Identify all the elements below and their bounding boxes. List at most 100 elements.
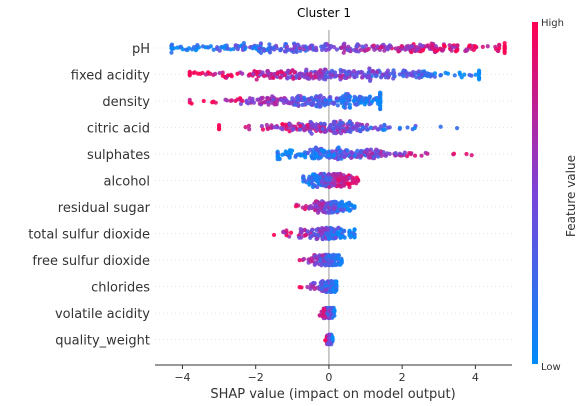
shap-point — [321, 153, 326, 158]
shap-point — [344, 125, 350, 130]
shap-point — [308, 234, 314, 239]
shap-point — [213, 71, 218, 76]
shap-point — [297, 258, 302, 263]
shap-point — [216, 126, 222, 132]
shap-point — [297, 127, 303, 132]
feature-gridlines — [155, 47, 512, 340]
shap-point — [298, 123, 303, 128]
shap-point — [347, 185, 352, 190]
shap-point — [354, 49, 359, 54]
shap-point — [412, 153, 418, 158]
shap-point — [342, 203, 347, 208]
shap-point — [327, 184, 332, 190]
colorbar-high-label: High — [541, 18, 564, 29]
shap-point — [502, 49, 507, 54]
shap-point — [338, 262, 343, 267]
shap-point — [300, 102, 305, 107]
shap-point — [368, 155, 373, 160]
shap-point — [317, 313, 322, 318]
shap-point — [183, 47, 189, 52]
shap-point — [291, 76, 296, 81]
shap-point — [369, 73, 374, 79]
shap-point — [328, 288, 333, 293]
shap-point — [330, 256, 335, 261]
shap-point — [278, 75, 283, 80]
shap-point — [293, 48, 298, 53]
shap-point — [278, 126, 283, 131]
shap-point — [438, 124, 443, 129]
shap-point — [396, 48, 402, 54]
x-tick-label: −2 — [248, 371, 264, 384]
shap-point — [327, 315, 332, 321]
shap-point — [323, 206, 328, 211]
shap-point — [272, 125, 277, 130]
shap-point — [323, 338, 328, 343]
shap-point — [419, 69, 424, 74]
shap-point — [420, 43, 425, 49]
shap-point — [418, 49, 423, 54]
shap-point — [410, 73, 415, 78]
shap-point — [339, 174, 344, 180]
shap-point — [333, 235, 339, 240]
shap-point — [345, 148, 350, 153]
shap-point — [284, 228, 289, 233]
shap-point — [357, 94, 362, 99]
shap-point — [326, 172, 332, 177]
shap-point — [295, 94, 300, 99]
shap-point — [211, 47, 216, 52]
shap-point — [282, 49, 288, 54]
shap-point — [334, 47, 340, 52]
shap-point — [235, 47, 240, 52]
shap-point — [355, 98, 360, 103]
shap-point — [314, 227, 319, 233]
shap-point — [445, 71, 451, 76]
shap-point — [258, 50, 264, 55]
feature-label: citric acid — [87, 122, 150, 137]
shap-point — [462, 72, 467, 77]
shap-point — [397, 151, 402, 156]
shap-point — [250, 46, 255, 51]
feature-label: density — [102, 95, 150, 110]
shap-point — [368, 78, 373, 84]
shap-point — [335, 103, 340, 108]
shap-point — [220, 73, 225, 78]
shap-point — [244, 100, 249, 105]
shap-point — [258, 41, 264, 46]
shap-point — [268, 75, 273, 81]
shap-point — [305, 284, 310, 290]
shap-point — [220, 70, 225, 75]
shap-point — [306, 76, 311, 81]
shap-point — [297, 285, 302, 290]
shap-point — [348, 70, 353, 76]
shap-point — [382, 153, 387, 158]
shap-point — [285, 75, 290, 80]
shap-point — [351, 180, 356, 186]
shap-point — [323, 98, 328, 103]
shap-point — [407, 45, 412, 50]
shap-point — [455, 47, 460, 53]
shap-point — [455, 43, 460, 48]
shap-point — [476, 75, 482, 80]
shap-point — [338, 69, 344, 75]
shap-point — [337, 156, 342, 161]
shap-point — [346, 44, 351, 49]
shap-point — [334, 282, 339, 288]
shap-point — [318, 93, 323, 98]
shap-point — [309, 95, 314, 100]
shap-point — [275, 71, 280, 76]
shap-point — [278, 47, 283, 53]
shap-point — [469, 153, 474, 158]
shap-point — [314, 127, 320, 132]
shap-point — [310, 228, 315, 233]
shap-point — [330, 126, 336, 131]
shap-point — [327, 45, 332, 50]
shap-point — [300, 205, 305, 210]
shap-point — [332, 119, 337, 124]
shap-point — [192, 70, 197, 75]
shap-point — [297, 71, 302, 77]
shap-point — [332, 289, 338, 294]
shap-point — [493, 44, 498, 49]
shap-point — [225, 46, 230, 51]
shap-point — [341, 96, 347, 101]
shap-point — [217, 70, 222, 76]
